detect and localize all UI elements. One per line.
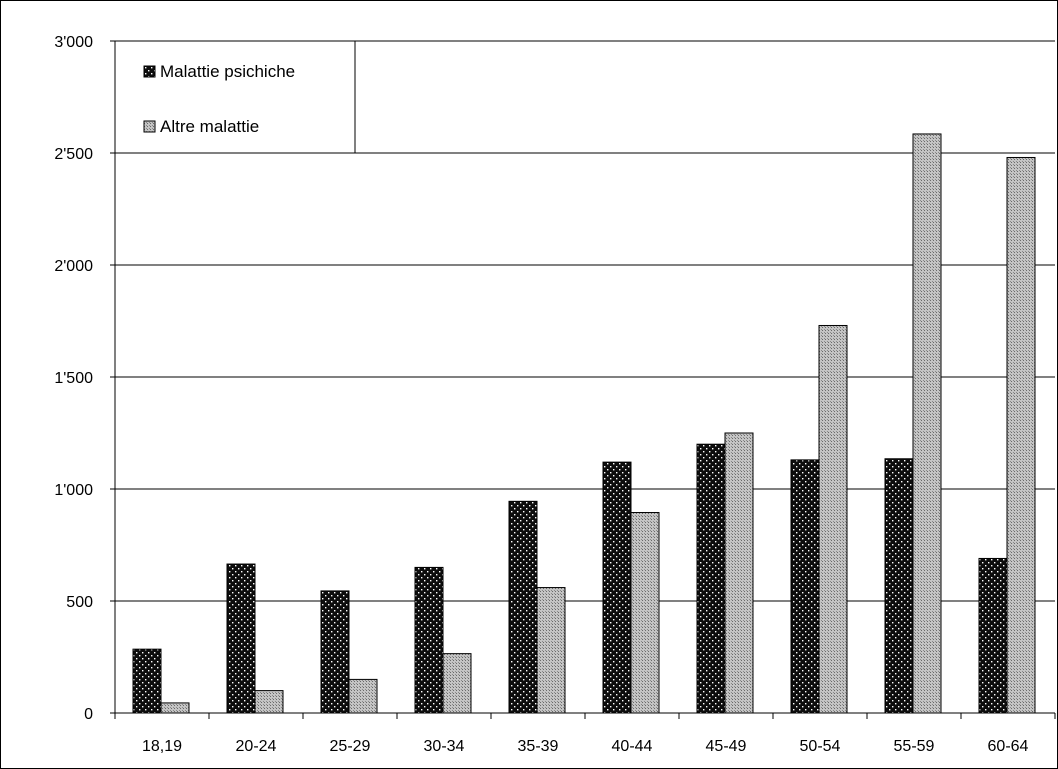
bar-malattie-psichiche (226, 563, 256, 714)
bar-altre-malattie (630, 512, 660, 714)
bar-altre-malattie (724, 432, 754, 714)
bar-altre-malattie (818, 324, 848, 714)
bar-altre-malattie (254, 690, 284, 714)
bar-malattie-psichiche (602, 461, 632, 714)
x-tick-label: 60-64 (988, 738, 1029, 755)
x-tick-label: 50-54 (800, 738, 841, 755)
y-tick-label: 1'500 (54, 370, 93, 387)
x-tick-label: 55-59 (894, 738, 935, 755)
bar-altre-malattie (442, 653, 472, 714)
legend-box (114, 40, 356, 154)
bar-altre-malattie (536, 587, 566, 714)
legend-label: Malattie psichiche (160, 62, 295, 81)
bar-malattie-psichiche (414, 566, 444, 714)
y-tick-label: 500 (66, 594, 93, 611)
x-tick-label: 18,19 (142, 738, 182, 755)
bar-malattie-psichiche (508, 500, 538, 714)
legend-label: Altre malattie (160, 117, 259, 136)
y-tick-label: 0 (84, 706, 93, 723)
y-tick-label: 2'500 (54, 146, 93, 163)
bar-malattie-psichiche (884, 458, 914, 714)
bar-malattie-psichiche (790, 459, 820, 714)
bar-altre-malattie (912, 133, 942, 714)
legend: Malattie psichiche Altre malattie (114, 40, 356, 154)
x-tick-label: 40-44 (612, 738, 653, 755)
bar-malattie-psichiche (696, 443, 726, 714)
bar-altre-malattie (160, 702, 190, 714)
y-tick-label: 2'000 (54, 258, 93, 275)
legend-swatch (143, 65, 156, 78)
x-tick-label: 30-34 (424, 738, 465, 755)
bar-altre-malattie (348, 678, 378, 714)
x-tick-label: 45-49 (706, 738, 747, 755)
bar-malattie-psichiche (320, 590, 350, 714)
y-tick-label: 1'000 (54, 482, 93, 499)
bars (132, 133, 1036, 714)
bar-malattie-psichiche (978, 557, 1008, 714)
y-tick-label: 3'000 (54, 34, 93, 51)
legend-swatch (143, 120, 156, 133)
bar-altre-malattie (1006, 156, 1036, 714)
axes: 0 500 1'000 1'500 2'000 2'500 3'000 18,19 20-24 2… (54, 34, 1056, 755)
x-tick-label: 35-39 (518, 738, 559, 755)
x-tick-label: 25-29 (330, 738, 371, 755)
bar-malattie-psichiche (132, 648, 162, 714)
x-tick-label: 20-24 (236, 738, 277, 755)
